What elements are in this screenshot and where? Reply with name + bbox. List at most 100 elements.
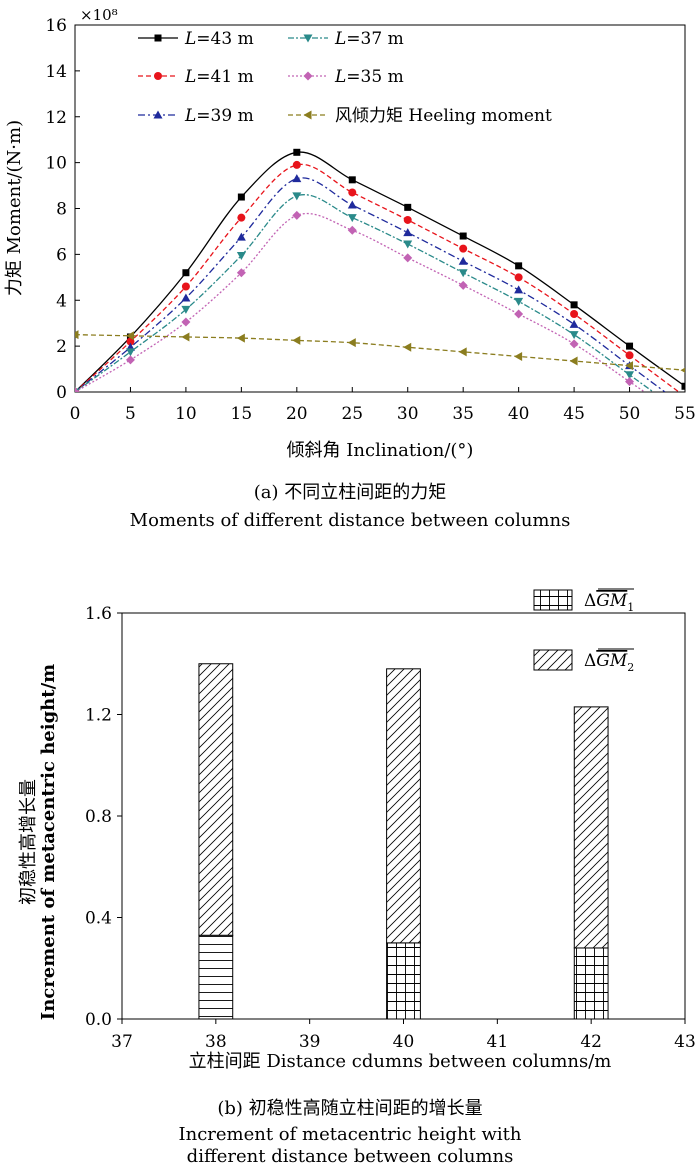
- legend-marker: [153, 110, 163, 119]
- y-tick-label: 0: [56, 383, 67, 403]
- data-point-series-1: [237, 213, 246, 222]
- x-tick-label: 42: [580, 1032, 602, 1052]
- y-tick-label: 0.4: [85, 909, 112, 929]
- data-point-series-2: [458, 256, 468, 265]
- caption-a-en: Moments of different distance between co…: [129, 510, 571, 531]
- data-point-series-2: [347, 200, 357, 209]
- stacked-bars: [198, 663, 609, 1020]
- legend-label: L=41 m: [184, 67, 254, 87]
- legend-label: 风倾力矩 Heeling moment: [335, 106, 552, 126]
- bar-gm2-42: [573, 706, 609, 949]
- data-point-series-4: [181, 317, 191, 327]
- legend-label: ΔGM2: [584, 651, 634, 674]
- data-point-series-4: [458, 280, 468, 290]
- y-tick-label: 6: [56, 245, 67, 265]
- series-markers: [75, 148, 685, 392]
- x-tick-label: 50: [619, 404, 641, 424]
- caption-b-en-1: Increment of metacentric height with: [178, 1124, 522, 1145]
- data-point-series-0: [515, 262, 523, 270]
- series-line-0: [75, 151, 685, 392]
- data-point-series-0: [237, 193, 245, 201]
- legend-swatch: [533, 589, 573, 611]
- legend-label: L=39 m: [184, 106, 254, 126]
- x-tick-label: 39: [299, 1032, 321, 1052]
- y-tick-label: 4: [56, 291, 67, 311]
- caption-b-en-2: different distance between columns: [186, 1146, 514, 1167]
- legend-marker: [303, 110, 312, 120]
- data-point-series-4: [403, 253, 413, 263]
- legend-label: L=43 m: [184, 29, 254, 49]
- legend-item-4: L=35 m: [288, 67, 404, 87]
- y-tick-label: 0.8: [85, 807, 112, 827]
- x-tick-label: 20: [286, 404, 308, 424]
- bar-gm2-38: [198, 663, 234, 936]
- data-point-series-0: [348, 176, 356, 184]
- metacentric-bar-chart: 37 38 39 40 41 42 43 0.0 0.4 0.8 1.2 1.6 立柱间距 Dista…: [18, 588, 696, 1070]
- axis-ticks: 37 38 39 40 41 42 43 0.0 0.4 0.8 1.2 1.6: [85, 604, 696, 1052]
- x-tick-label: 10: [175, 404, 197, 424]
- x-axis-title: 立柱间距 Distance cdumns between columns/m: [189, 1051, 612, 1070]
- legend-item-2: L=39 m: [138, 106, 254, 126]
- legend-label: ΔGM1: [584, 591, 634, 614]
- data-point-series-5: [125, 331, 134, 341]
- moment-line-chart: 0 5 10 15 20 25 30 35 40 45 50 55 0 2 4 6 8 10 12 14 16 ×10⁸…: [4, 6, 696, 461]
- data-point-series-5: [236, 333, 245, 343]
- data-point-series-1: [403, 215, 412, 224]
- series-line-3: [75, 194, 654, 392]
- data-point-series-3: [236, 252, 246, 261]
- y-tick-label: 12: [45, 108, 67, 128]
- data-point-series-4: [625, 377, 635, 387]
- data-point-series-0: [570, 301, 578, 309]
- x-tick-label: 25: [341, 404, 363, 424]
- legend: L=43 m L=41 m L=39 m L=37 m L=35 m 风倾力矩 Heeli…: [138, 29, 552, 126]
- data-point-series-5: [514, 351, 523, 361]
- y-tick-label: 14: [45, 62, 67, 82]
- legend-item-0: L=43 m: [138, 29, 254, 49]
- bar-gm2-40: [386, 668, 421, 944]
- x-tick-label: 55: [674, 404, 696, 424]
- x-tick-label: 35: [452, 404, 474, 424]
- data-point-series-2: [569, 319, 579, 328]
- data-point-series-4: [75, 387, 80, 392]
- data-point-series-0: [459, 232, 467, 240]
- y-tick-label: 0.0: [85, 1010, 112, 1030]
- data-point-series-5: [75, 330, 79, 340]
- x-tick-label: 38: [205, 1032, 227, 1052]
- data-point-series-2: [181, 293, 191, 302]
- data-point-series-0: [626, 342, 634, 350]
- data-point-series-5: [569, 356, 578, 366]
- data-point-series-1: [625, 351, 634, 360]
- series-lines: [75, 151, 685, 392]
- data-point-series-4: [236, 268, 246, 278]
- legend-item-1: L=41 m: [138, 67, 254, 87]
- data-point-series-2: [236, 232, 246, 241]
- x-tick-label: 5: [125, 404, 136, 424]
- x-tick-label: 40: [393, 1032, 415, 1052]
- data-point-series-3: [514, 297, 524, 306]
- x-axis-title: 倾斜角 Inclination/(°): [287, 440, 474, 461]
- legend: ΔGM1 ΔGM2: [533, 588, 634, 674]
- legend-marker: [154, 34, 162, 42]
- y-tick-label: 1.6: [85, 604, 112, 624]
- data-point-series-3: [181, 305, 191, 314]
- y-tick-label: 10: [45, 154, 67, 174]
- legend-marker: [303, 34, 313, 43]
- bar-gm1-40: [386, 942, 421, 1020]
- data-point-series-1: [514, 273, 523, 282]
- series-line-5: [75, 334, 685, 371]
- legend-item-1: ΔGM2: [533, 648, 634, 674]
- legend-marker: [154, 72, 162, 80]
- data-point-series-5: [181, 332, 190, 342]
- data-point-series-3: [292, 192, 302, 201]
- data-point-series-4: [569, 339, 579, 349]
- x-tick-label: 0: [70, 404, 81, 424]
- data-point-series-3: [125, 348, 135, 357]
- axis-ticks: 0 5 10 15 20 25 30 35 40 45 50 55 0 2 4 6 8 10 12 14 16: [45, 16, 695, 424]
- data-point-series-5: [292, 335, 301, 345]
- bar-gm1-42: [573, 947, 609, 1020]
- data-point-series-0: [182, 269, 190, 277]
- legend-label: L=35 m: [334, 67, 404, 87]
- data-point-series-1: [181, 282, 190, 291]
- data-point-series-0: [293, 148, 301, 156]
- data-point-series-1: [570, 310, 579, 319]
